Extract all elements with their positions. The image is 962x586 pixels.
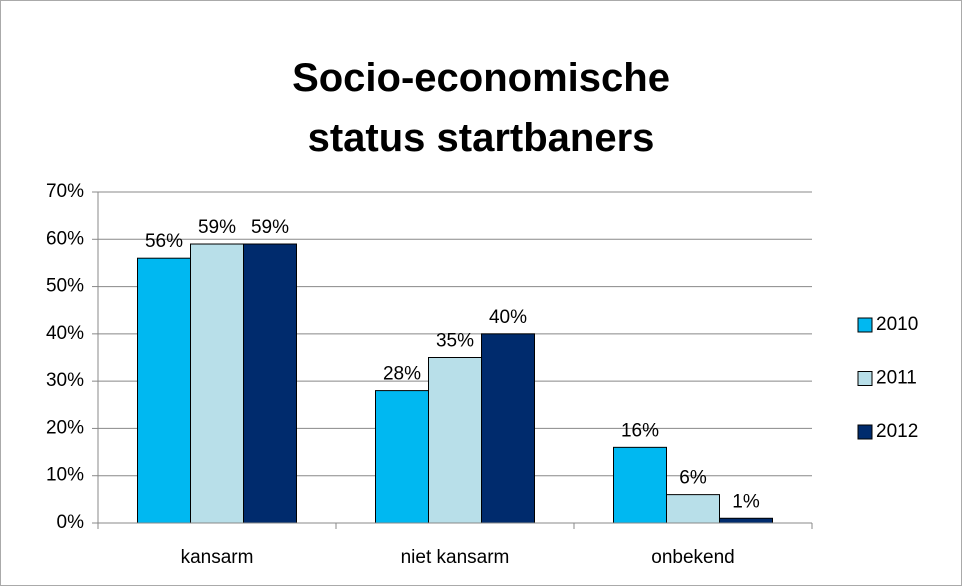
data-label: 16% xyxy=(621,420,659,441)
y-tick-label: 30% xyxy=(46,370,84,391)
x-tick-label: onbekend xyxy=(651,547,734,568)
bar xyxy=(375,390,429,524)
x-tick-label: kansarm xyxy=(181,547,254,568)
bar xyxy=(190,243,244,524)
x-tick-label: niet kansarm xyxy=(401,547,510,568)
bar xyxy=(666,494,720,524)
y-tick-label: 10% xyxy=(46,465,84,486)
y-tick-label: 50% xyxy=(46,276,84,297)
bar xyxy=(481,333,535,524)
data-label: 59% xyxy=(198,217,236,238)
data-label: 6% xyxy=(679,468,707,489)
data-label: 59% xyxy=(251,217,289,238)
y-tick-label: 60% xyxy=(46,228,84,249)
data-label: 40% xyxy=(489,307,527,328)
y-tick-label: 40% xyxy=(46,323,84,344)
data-label: 1% xyxy=(732,491,760,512)
chart-title: Socio-economische status startbaners xyxy=(292,56,670,160)
data-label: 56% xyxy=(145,231,183,252)
y-tick-label: 20% xyxy=(46,417,84,438)
legend-swatch xyxy=(857,317,873,333)
legend-label: 2010 xyxy=(876,314,918,335)
bar xyxy=(428,357,482,524)
bar xyxy=(243,243,297,524)
bar xyxy=(719,517,773,524)
legend-label: 2012 xyxy=(876,421,918,442)
legend-swatch xyxy=(857,371,873,386)
legend-swatch xyxy=(857,424,873,440)
bar xyxy=(137,257,191,524)
data-label: 28% xyxy=(383,364,421,385)
y-tick-label: 0% xyxy=(57,512,85,533)
data-label: 35% xyxy=(436,331,474,352)
bar xyxy=(613,446,667,524)
legend-label: 2011 xyxy=(876,368,917,389)
y-tick-label: 70% xyxy=(46,181,84,202)
